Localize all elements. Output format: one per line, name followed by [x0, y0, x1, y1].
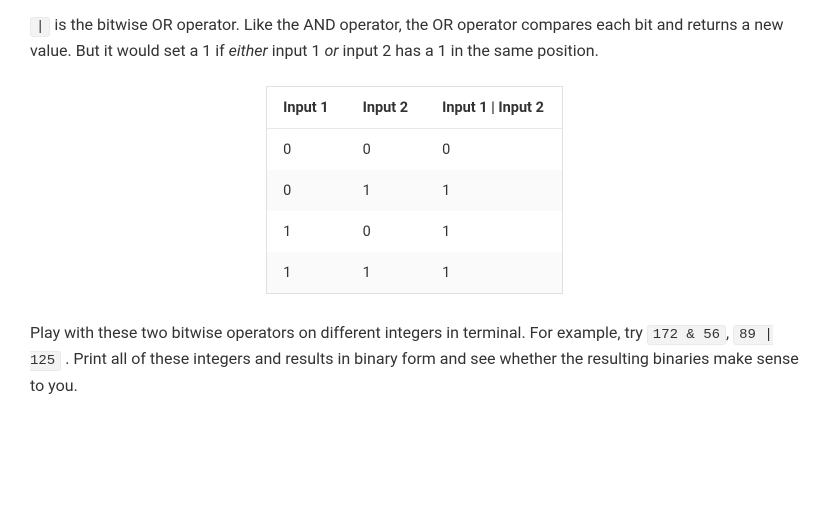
table-header-row: Input 1 Input 2 Input 1 | Input 2: [267, 86, 563, 128]
cell-input1: 1: [267, 211, 347, 252]
cell-input2: 0: [347, 128, 426, 170]
cell-input2: 0: [347, 211, 426, 252]
col-header-result: Input 1 | Input 2: [426, 86, 562, 128]
text-segment: Play with these two bitwise operators on…: [30, 323, 647, 342]
paragraph-intro: | is the bitwise OR operator. Like the A…: [30, 12, 799, 64]
text-segment: input 1: [268, 41, 325, 60]
emphasis-or: or: [324, 41, 338, 60]
text-segment: . Print all of these integers and result…: [30, 349, 799, 394]
text-segment: input 2 has a 1 in the same position.: [339, 41, 599, 60]
cell-input1: 0: [267, 170, 347, 211]
truth-table: Input 1 Input 2 Input 1 | Input 2 0 0 0 …: [266, 86, 563, 294]
col-header-input2: Input 2: [347, 86, 426, 128]
emphasis-either: either: [229, 41, 268, 60]
document-content: | is the bitwise OR operator. Like the A…: [0, 0, 829, 432]
table-row: 0 1 1: [267, 170, 563, 211]
cell-input1: 0: [267, 128, 347, 170]
col-header-input1: Input 1: [267, 86, 347, 128]
paragraph-exercise: Play with these two bitwise operators on…: [30, 320, 799, 398]
cell-result: 0: [426, 128, 562, 170]
cell-input2: 1: [347, 252, 426, 294]
table-row: 1 1 1: [267, 252, 563, 294]
cell-result: 1: [426, 170, 562, 211]
cell-result: 1: [426, 211, 562, 252]
cell-result: 1: [426, 252, 562, 294]
cell-input1: 1: [267, 252, 347, 294]
cell-input2: 1: [347, 170, 426, 211]
table-row: 0 0 0: [267, 128, 563, 170]
code-pipe-operator: |: [30, 17, 50, 37]
code-example-and: 172 & 56: [647, 325, 726, 345]
table-row: 1 0 1: [267, 211, 563, 252]
truth-table-wrapper: Input 1 Input 2 Input 1 | Input 2 0 0 0 …: [30, 86, 799, 294]
